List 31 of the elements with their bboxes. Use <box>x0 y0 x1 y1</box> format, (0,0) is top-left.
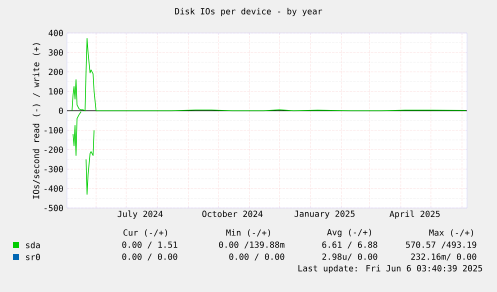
y-tick-label: -100 <box>44 127 63 134</box>
y-tick-label: 400 <box>48 30 63 36</box>
text: 0.00 / 0.00 <box>229 253 284 261</box>
text: Avg (-/+) <box>327 228 372 238</box>
y-axis-title: IOs/second read (-) / write (+) <box>32 43 40 199</box>
y-tick-label: 0 <box>58 108 63 114</box>
y-tick-label: -200 <box>44 146 63 153</box>
legend-label: sda <box>26 242 40 248</box>
y-tick-label: 300 <box>48 49 63 56</box>
y-tick-label: -500 <box>44 204 63 212</box>
text: 570.57 /493.19 <box>406 241 476 249</box>
text: 6.61 / 6.88 <box>322 241 378 249</box>
x-tick-label: April 2025 <box>390 210 440 219</box>
text: 2.98u/ 0.00 <box>322 253 378 261</box>
x-tick-label: January 2025 <box>294 210 355 219</box>
chart-title: Disk IOs per device - by year <box>175 8 322 16</box>
text: Last update: Fri Jun 6 03:40:39 2025 <box>298 264 482 274</box>
text: Max (-/+) <box>429 229 474 237</box>
text: Min (-/+) <box>226 229 270 237</box>
text: 0.00 / 0.00 <box>122 253 178 261</box>
legend-label: sr0 <box>26 254 40 260</box>
text: 0.00 /139.88m <box>219 241 284 249</box>
x-tick-label: October 2024 <box>202 210 263 218</box>
y-tick-label: -300 <box>44 166 63 172</box>
y-tick-label: 100 <box>49 88 63 95</box>
text: 0.00 / 1.51 <box>122 241 178 249</box>
x-tick-label: July 2024 <box>118 210 163 219</box>
y-tick-label: -400 <box>44 185 63 192</box>
text: Cur (-/+) <box>124 229 168 237</box>
text: 232.16m/ 0.00 <box>411 253 476 261</box>
y-tick-label: 200 <box>48 68 63 76</box>
